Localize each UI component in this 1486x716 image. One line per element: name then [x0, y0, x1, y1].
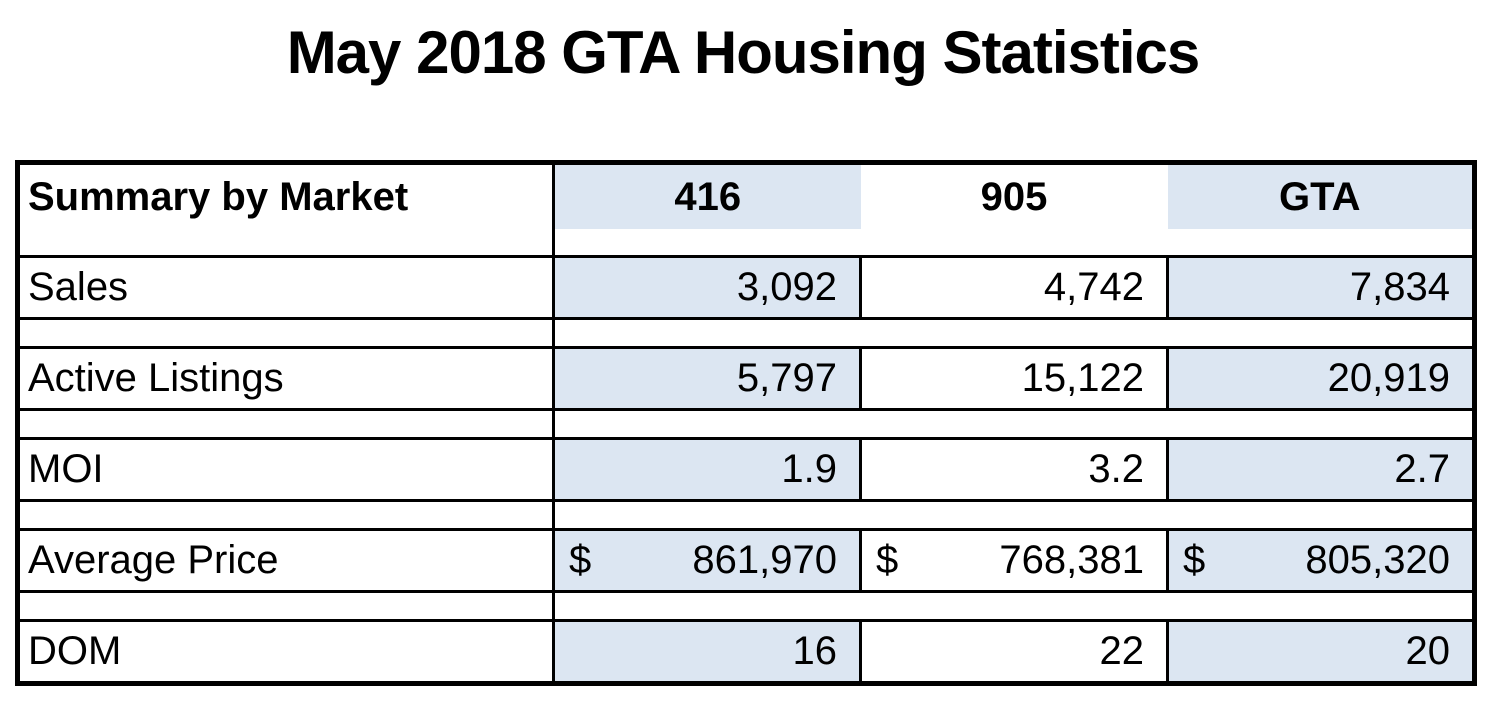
- cell-dom-gta: 20: [1166, 619, 1476, 685]
- currency-symbol: $: [1183, 538, 1206, 582]
- row-label-average-price: Average Price: [17, 528, 555, 593]
- currency-symbol: $: [569, 538, 592, 582]
- spacer-row: [17, 500, 1475, 530]
- table-row-average-price: Average Price $ 861,970 $ 768,381 $ 805,…: [17, 528, 1476, 593]
- table-row-moi: MOI 1.9 3.2 2.7: [17, 437, 1476, 502]
- spacer-row: [17, 591, 1475, 621]
- cell-value: 768,381: [999, 538, 1144, 582]
- column-header-905: 905: [980, 174, 1048, 219]
- spacer-row: [17, 318, 1475, 348]
- table-header-row: Summary by Market 416 905 GTA: [17, 162, 1475, 229]
- column-header-416: 416: [553, 162, 861, 229]
- row-label-active-listings: Active Listings: [17, 346, 555, 411]
- cell-sales-905: 4,742: [859, 255, 1169, 320]
- spacer-row: [17, 409, 1475, 439]
- cell-average-price-905: $ 768,381: [859, 528, 1169, 593]
- cell-average-price-gta: $ 805,320: [1166, 528, 1476, 593]
- cell-dom-905: 22: [859, 619, 1169, 685]
- row-label-sales: Sales: [17, 255, 555, 320]
- cell-active-listings-gta: 20,919: [1166, 346, 1476, 411]
- cell-value: 861,970: [692, 538, 837, 582]
- housing-stats-table: Summary by Market 416 905 GTA Sales 3,09…: [15, 160, 1477, 686]
- spacer-row: [17, 229, 1475, 257]
- page-title: May 2018 GTA Housing Statistics: [286, 19, 1201, 86]
- row-label-dom: DOM: [17, 619, 555, 685]
- header-label: Summary by Market: [17, 162, 555, 229]
- cell-sales-gta: 7,834: [1166, 255, 1476, 320]
- cell-moi-gta: 2.7: [1166, 437, 1476, 502]
- cell-moi-905: 3.2: [859, 437, 1169, 502]
- cell-active-listings-905: 15,122: [859, 346, 1169, 411]
- cell-dom-416: 16: [552, 619, 862, 685]
- row-label-moi: MOI: [17, 437, 555, 502]
- currency-symbol: $: [876, 538, 899, 582]
- cell-average-price-416: $ 861,970: [552, 528, 862, 593]
- column-header-gta: GTA: [1167, 162, 1475, 229]
- table-row-active-listings: Active Listings 5,797 15,122 20,919: [17, 346, 1476, 411]
- cell-value: 805,320: [1305, 538, 1450, 582]
- cell-sales-416: 3,092: [552, 255, 862, 320]
- table-row-sales: Sales 3,092 4,742 7,834: [17, 255, 1476, 320]
- cell-active-listings-416: 5,797: [552, 346, 862, 411]
- table-row-dom: DOM 16 22 20: [17, 619, 1476, 685]
- cell-moi-416: 1.9: [552, 437, 862, 502]
